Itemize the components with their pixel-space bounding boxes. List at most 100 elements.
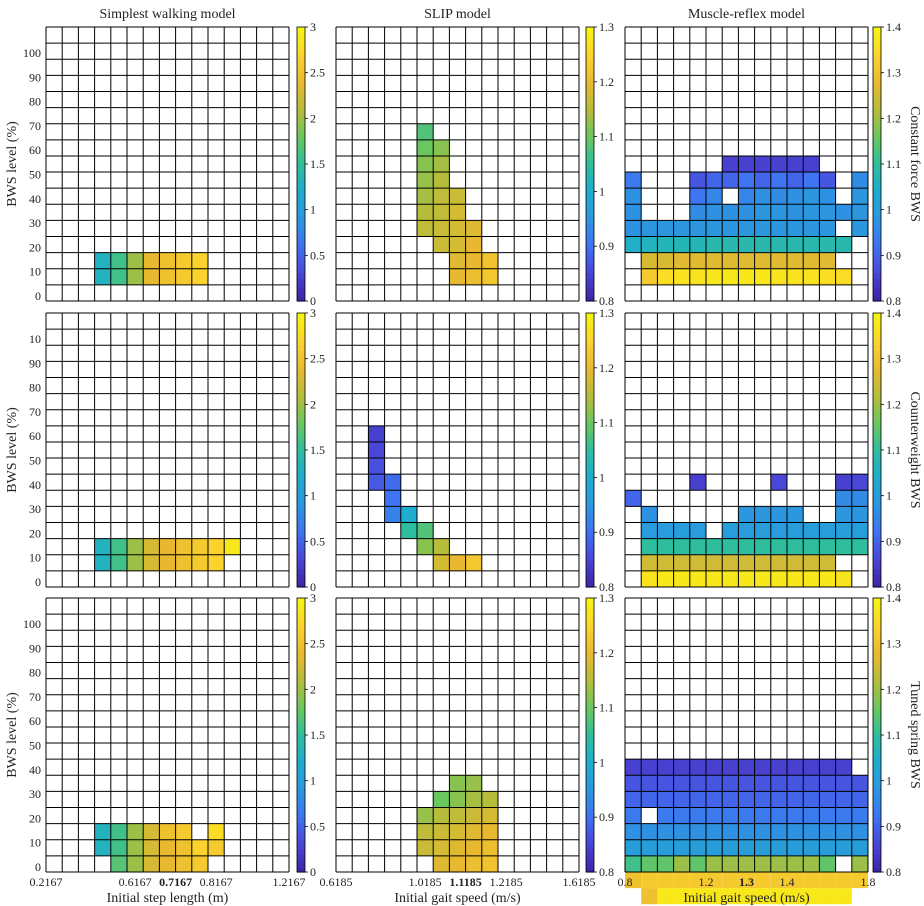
- colorbar-segment: [297, 564, 305, 570]
- x-tick-label: 1.8: [861, 875, 876, 889]
- colorbar-segment: [873, 582, 881, 588]
- colorbar-segment: [873, 386, 881, 392]
- colorbar-segment: [586, 223, 594, 229]
- colorbar-segment: [297, 90, 305, 97]
- colorbar-segment: [873, 527, 881, 533]
- heatmap-cell: [851, 823, 868, 840]
- heatmap-cell: [787, 888, 804, 905]
- colorbar-segment: [586, 218, 594, 224]
- colorbar-segment: [586, 399, 594, 405]
- colorbar-segment: [873, 427, 881, 433]
- colorbar-segment: [297, 491, 305, 497]
- heatmap-cell: [787, 807, 804, 824]
- colorbar-segment: [297, 463, 305, 469]
- heatmap-cell: [368, 425, 385, 442]
- colorbar-tick-label: 2: [310, 111, 316, 125]
- heatmap-cell: [449, 807, 466, 824]
- colorbar-segment: [873, 598, 881, 604]
- heatmap-cell: [641, 839, 658, 856]
- heatmap-cell: [481, 839, 498, 856]
- heatmap-cell: [803, 522, 820, 539]
- y-tick-label: 50: [29, 739, 41, 753]
- heatmap-cell: [208, 839, 225, 856]
- colorbar-segment: [586, 150, 594, 156]
- heatmap-cell: [819, 236, 836, 253]
- colorbar-tick-label: 1: [886, 774, 892, 788]
- colorbar-segment: [873, 798, 881, 805]
- colorbar-tick-label: 1.5: [310, 728, 325, 742]
- colorbar-segment: [586, 427, 594, 433]
- colorbar-segment: [297, 326, 305, 332]
- colorbar-segment: [297, 232, 305, 238]
- colorbar-segment: [297, 399, 305, 405]
- heatmap-cell: [110, 252, 127, 269]
- heatmap-cell: [110, 855, 127, 872]
- y-tick-label: 30: [29, 216, 41, 230]
- colorbar-segment: [297, 164, 305, 170]
- colorbar-segment: [297, 209, 305, 215]
- colorbar-segment: [873, 363, 881, 369]
- colorbar-segment: [873, 849, 881, 855]
- colorbar-segment: [586, 422, 594, 428]
- colorbar-segment: [586, 817, 594, 823]
- heatmap-cell: [770, 823, 787, 840]
- colorbar-segment: [297, 154, 305, 161]
- heatmap-cell: [803, 839, 820, 856]
- colorbar-segment: [297, 259, 305, 266]
- heatmap-cell: [722, 252, 739, 269]
- heatmap-cell: [754, 570, 771, 587]
- heatmap-cell: [657, 855, 674, 872]
- colorbar-segment: [586, 431, 594, 437]
- colorbar-segment: [873, 491, 881, 497]
- colorbar-segment: [586, 408, 594, 415]
- colorbar-segment: [873, 344, 881, 351]
- colorbar-segment: [297, 739, 305, 745]
- heatmap-cell: [481, 807, 498, 824]
- heatmap-cell: [191, 839, 208, 856]
- colorbar-segment: [873, 509, 881, 515]
- heatmap-cell: [738, 204, 755, 221]
- colorbar-segment: [586, 568, 594, 574]
- heatmap-cell: [835, 538, 852, 555]
- heatmap-cell: [787, 872, 804, 889]
- heatmap-cell: [465, 554, 482, 571]
- heatmap-cell: [770, 538, 787, 555]
- colorbar-segment: [297, 223, 305, 229]
- colorbar-segment: [586, 241, 594, 247]
- colorbar-segment: [873, 671, 881, 677]
- colorbar-segment: [586, 291, 594, 298]
- colorbar-segment: [297, 81, 305, 87]
- heatmap-cell: [738, 268, 755, 285]
- colorbar-segment: [586, 607, 594, 613]
- colorbar-segment: [873, 555, 881, 561]
- colorbar-segment: [873, 408, 881, 415]
- colorbar-segment: [297, 195, 305, 202]
- heatmap-cell: [673, 236, 690, 253]
- colorbar-segment: [297, 684, 305, 690]
- colorbar-segment: [586, 684, 594, 690]
- heatmap-cell: [835, 522, 852, 539]
- heatmap-cell: [706, 807, 723, 824]
- colorbar-segment: [586, 725, 594, 732]
- heatmap-cell: [706, 188, 723, 205]
- colorbar-segment: [297, 287, 305, 293]
- colorbar-segment: [873, 794, 881, 800]
- colorbar-tick-label: 1.2: [886, 682, 901, 696]
- heatmap-cell: [754, 236, 771, 253]
- heatmap-cell: [706, 775, 723, 792]
- colorbar-segment: [297, 568, 305, 574]
- heatmap-cell: [481, 855, 498, 872]
- colorbar-segment: [297, 509, 305, 515]
- colorbar-segment: [297, 77, 305, 83]
- heatmap-cell: [835, 236, 852, 253]
- colorbar-segment: [873, 445, 881, 451]
- colorbar-segment: [873, 513, 881, 520]
- colorbar-segment: [297, 849, 305, 855]
- colorbar-segment: [873, 577, 881, 584]
- heatmap-cell: [127, 538, 144, 555]
- colorbar-segment: [586, 95, 594, 101]
- colorbar-segment: [873, 95, 881, 101]
- heatmap-cell: [787, 554, 804, 571]
- colorbar-segment: [586, 698, 594, 704]
- heatmap-cell: [143, 252, 160, 269]
